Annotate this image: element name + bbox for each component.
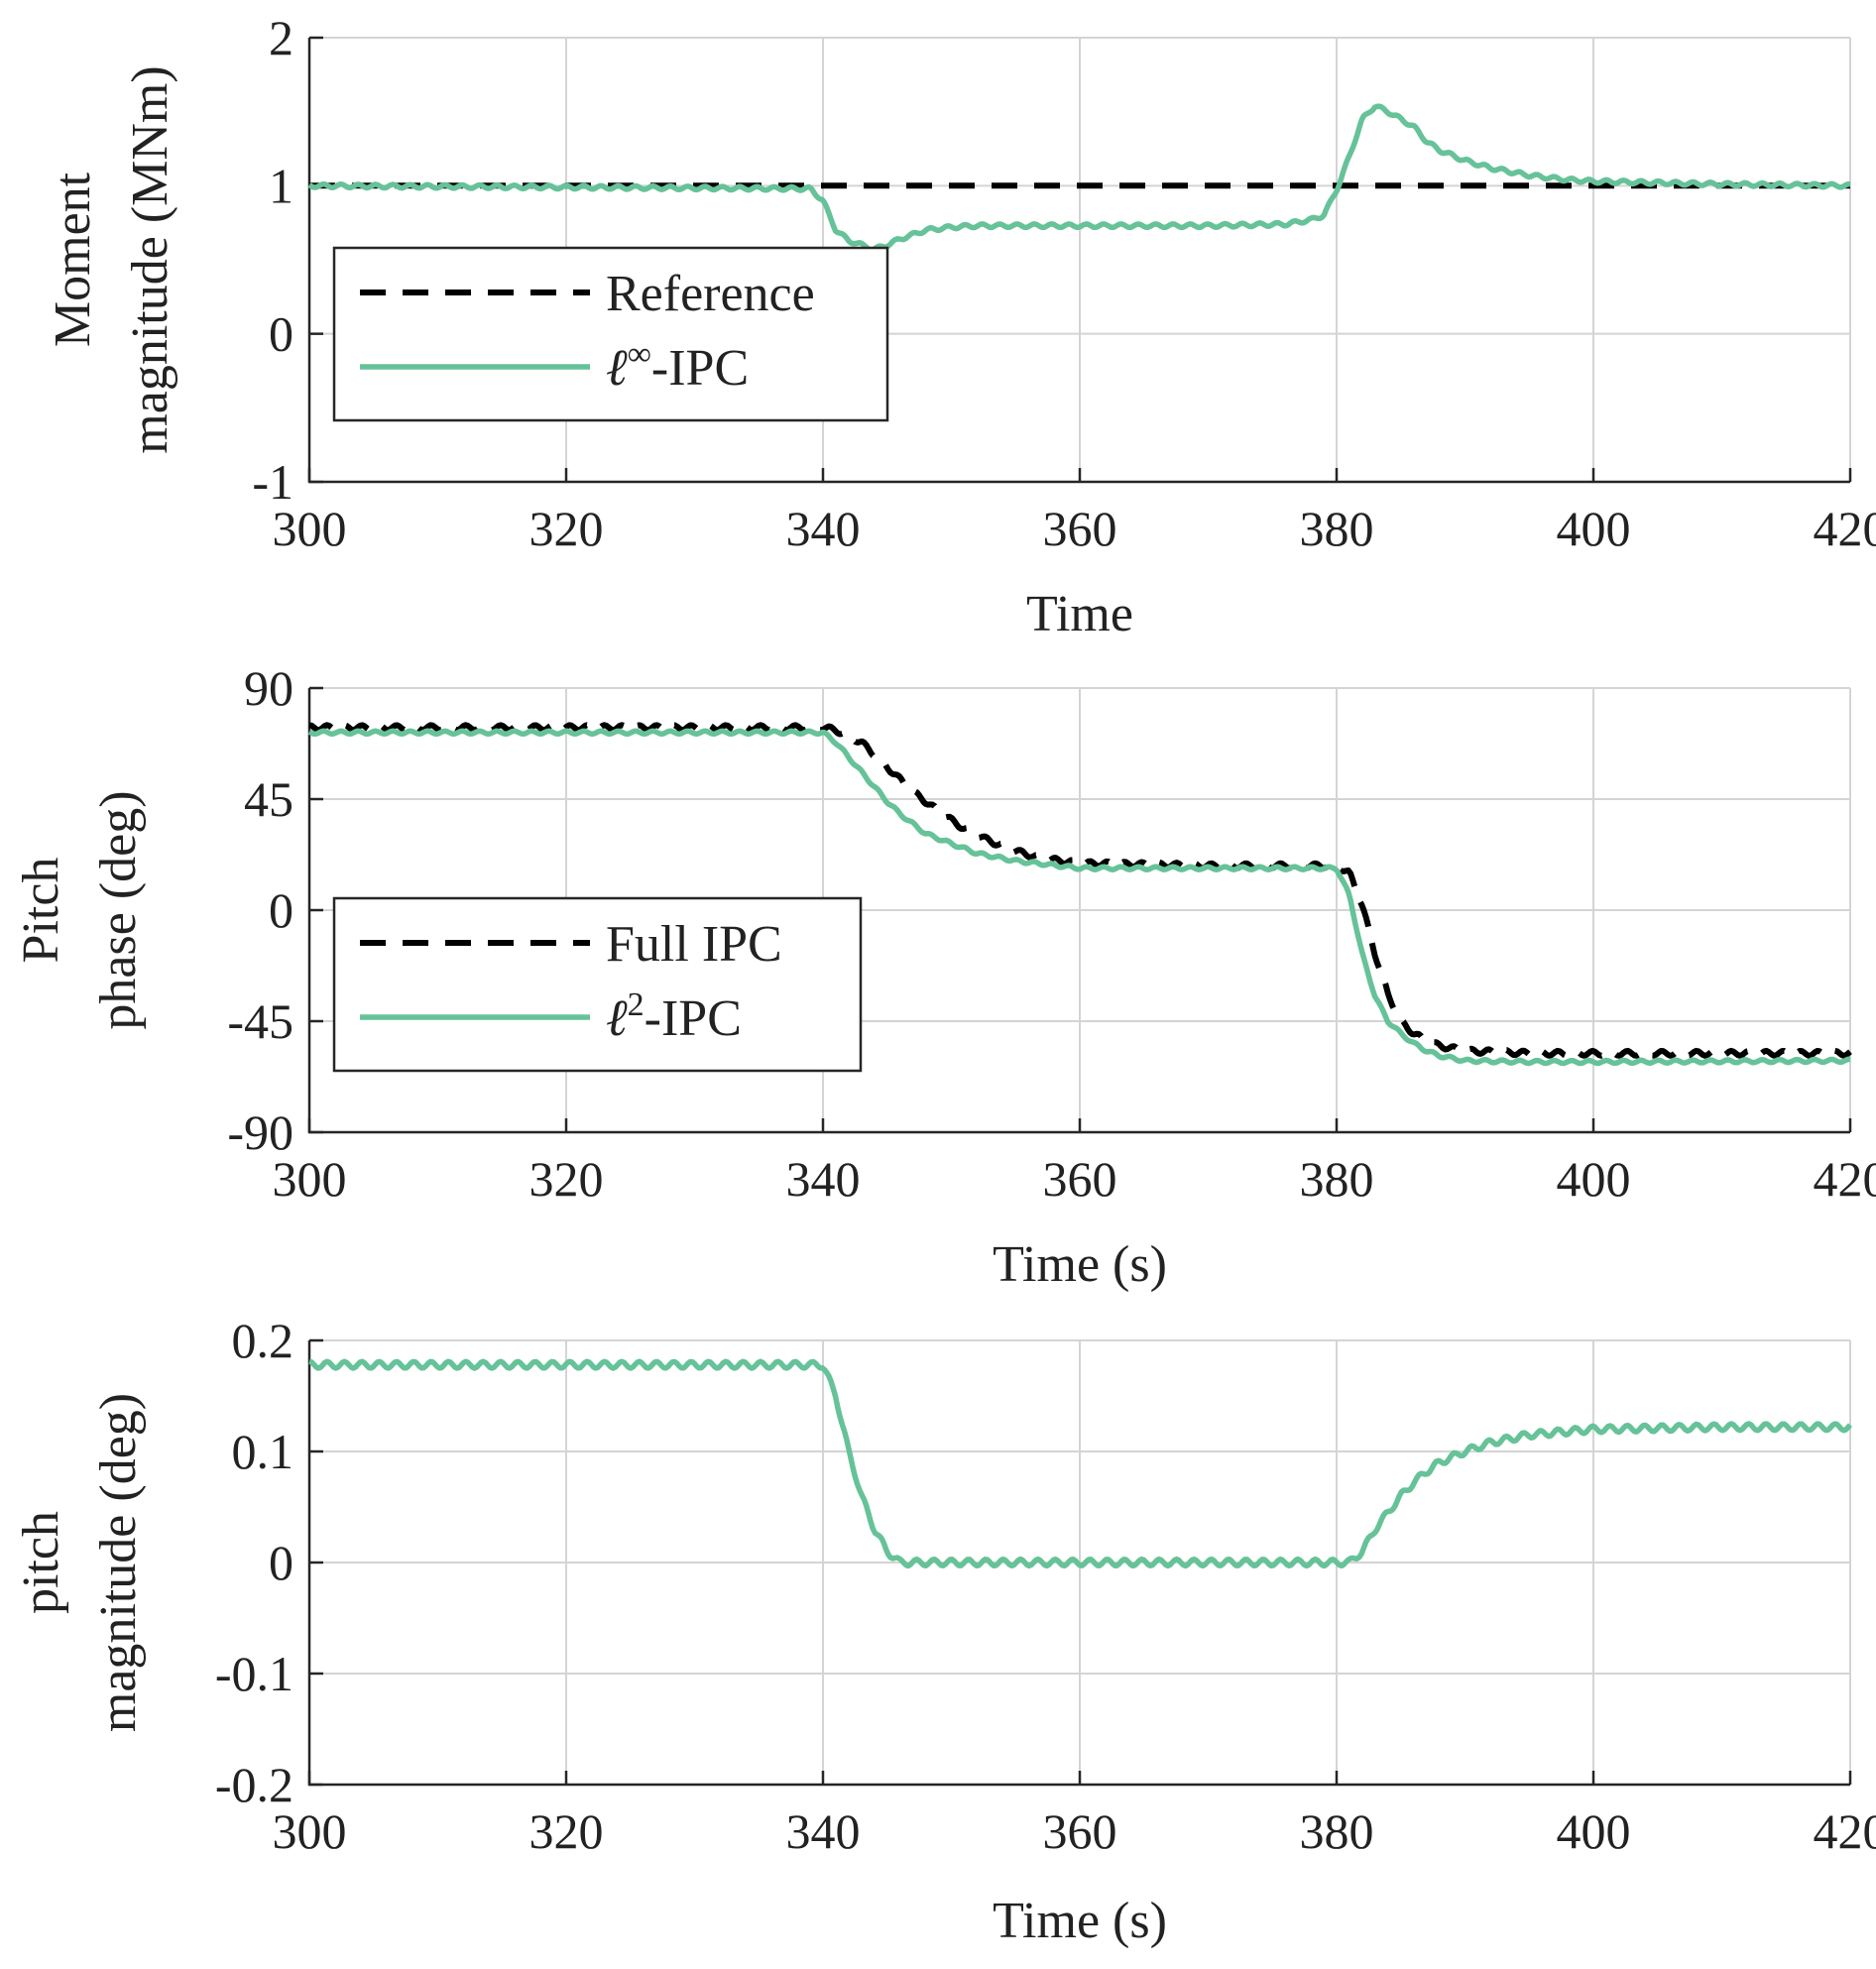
x-axis-label: Time (s) [993, 1236, 1167, 1293]
x-tick-label: 400 [1557, 1803, 1631, 1859]
legend-box [332, 896, 863, 1073]
x-tick-label: 320 [529, 501, 604, 556]
legend-label-suffix: -IPC [651, 340, 749, 397]
x-tick-label: 400 [1557, 1151, 1631, 1207]
y-tick-label: 0.1 [232, 1424, 294, 1479]
legend-label-base: ℓ [606, 990, 628, 1047]
x-tick-label: 420 [1814, 1151, 1876, 1207]
x-tick-label: 420 [1814, 501, 1876, 556]
x-tick-label: 360 [1043, 1803, 1117, 1859]
y-axis-label: pitch [13, 1511, 69, 1614]
x-tick-label: 360 [1043, 501, 1117, 556]
series-line--2-ipc [307, 728, 1851, 1067]
x-tick-label: 320 [529, 1151, 604, 1207]
x-tick-label: 380 [1300, 1803, 1374, 1859]
series-line--ipc [307, 103, 1851, 253]
y-axis-label: phase (deg) [90, 790, 147, 1029]
y-tick-label: 0 [269, 306, 293, 362]
x-tick-label: 320 [529, 1803, 604, 1859]
series-line-full-ipc [308, 722, 1852, 1059]
x-tick-label: 340 [786, 1151, 861, 1207]
legend-label-base: ℓ [606, 340, 628, 397]
y-tick-label: 45 [244, 771, 293, 827]
y-axis-label: Pitch [13, 858, 69, 964]
legend-box [332, 246, 889, 422]
y-tick-label: -1 [252, 454, 293, 510]
x-tick-label: 300 [273, 1803, 347, 1859]
x-tick-label: 300 [273, 501, 347, 556]
chart-phase: 300 320 340 360 380 400 420 -90 -45 0 45 90 Time (s)… [13, 660, 1876, 1293]
y-axis-label: Moment [45, 172, 101, 347]
y-tick-label: 0.2 [232, 1313, 294, 1368]
y-tick-label: 90 [244, 660, 293, 716]
chart-magnitude: 300 320 340 360 380 400 420 -0.2 -0.1 0 0.1 0.2 Time… [13, 1313, 1876, 1949]
chart-moment: 300 320 340 360 380 400 420 -1 0 1 2 Time Moment magn… [45, 10, 1876, 642]
y-tick-label: 2 [269, 10, 293, 65]
y-tick-label: -45 [227, 993, 293, 1049]
x-axis-label: Time (s) [993, 1893, 1167, 1949]
series-line--2-ipc [308, 1358, 1853, 1569]
x-tick-label: 420 [1814, 1803, 1876, 1859]
x-tick-label: 400 [1557, 501, 1631, 556]
x-tick-label: 340 [786, 1803, 861, 1859]
y-tick-label: 0 [269, 1535, 293, 1590]
y-tick-label: 1 [269, 158, 293, 213]
legend-label-sup: 2 [628, 986, 645, 1023]
y-axis-label: magnitude (deg) [90, 1393, 147, 1732]
x-tick-label: 300 [273, 1151, 347, 1207]
x-tick-label: 360 [1043, 1151, 1117, 1207]
legend: Full IPC ℓ2-IPC [332, 896, 863, 1073]
x-tick-label: 380 [1300, 1151, 1374, 1207]
y-tick-label: -90 [227, 1104, 293, 1160]
y-tick-label: 0 [269, 882, 293, 938]
y-axis-label: magnitude (MNm) [122, 65, 178, 453]
legend: Reference ℓ∞-IPC [332, 246, 889, 422]
x-tick-label: 380 [1300, 501, 1374, 556]
legend-label: ℓ∞-IPC [606, 336, 749, 397]
x-tick-label: 340 [786, 501, 861, 556]
legend-label: Reference [606, 266, 815, 322]
legend-label: ℓ2-IPC [606, 986, 742, 1047]
x-axis-label: Time [1026, 586, 1133, 642]
y-tick-label: -0.1 [215, 1646, 293, 1701]
legend-label-suffix: -IPC [645, 990, 742, 1047]
legend-label-sup: ∞ [628, 336, 651, 373]
y-tick-label: -0.2 [215, 1757, 293, 1812]
legend-label: Full IPC [606, 916, 782, 973]
